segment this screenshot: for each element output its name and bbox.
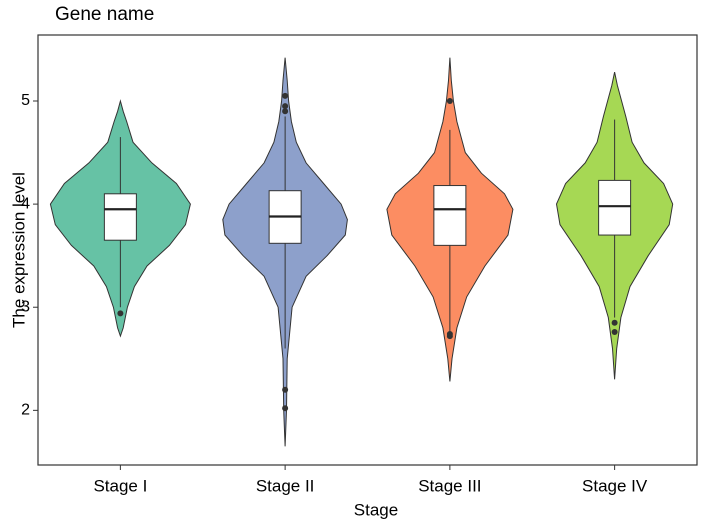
x-tick-label: Stage II bbox=[256, 476, 315, 495]
outlier bbox=[117, 310, 124, 317]
outlier bbox=[282, 103, 289, 110]
y-tick-label: 5 bbox=[21, 92, 30, 109]
box bbox=[598, 179, 632, 236]
x-tick-label: Stage I bbox=[93, 476, 147, 495]
x-axis-label: Stage bbox=[354, 500, 398, 519]
panel-border bbox=[37, 34, 698, 466]
y-tick-label: 2 bbox=[21, 402, 30, 419]
outlier bbox=[611, 319, 618, 326]
outlier bbox=[282, 108, 289, 115]
outlier bbox=[446, 331, 453, 338]
chart-title: Gene name bbox=[55, 4, 154, 25]
box bbox=[103, 193, 137, 241]
outlier bbox=[446, 97, 453, 104]
y-tick-label: 3 bbox=[21, 298, 30, 315]
outlier bbox=[282, 386, 289, 393]
outlier bbox=[282, 405, 289, 412]
outlier bbox=[282, 92, 289, 99]
box bbox=[433, 185, 467, 246]
y-axis-label: The expression level bbox=[9, 172, 28, 328]
y-tick-label: 4 bbox=[21, 195, 30, 212]
x-tick-label: Stage III bbox=[418, 476, 481, 495]
x-tick-label: Stage IV bbox=[582, 476, 648, 495]
outlier bbox=[611, 328, 618, 335]
